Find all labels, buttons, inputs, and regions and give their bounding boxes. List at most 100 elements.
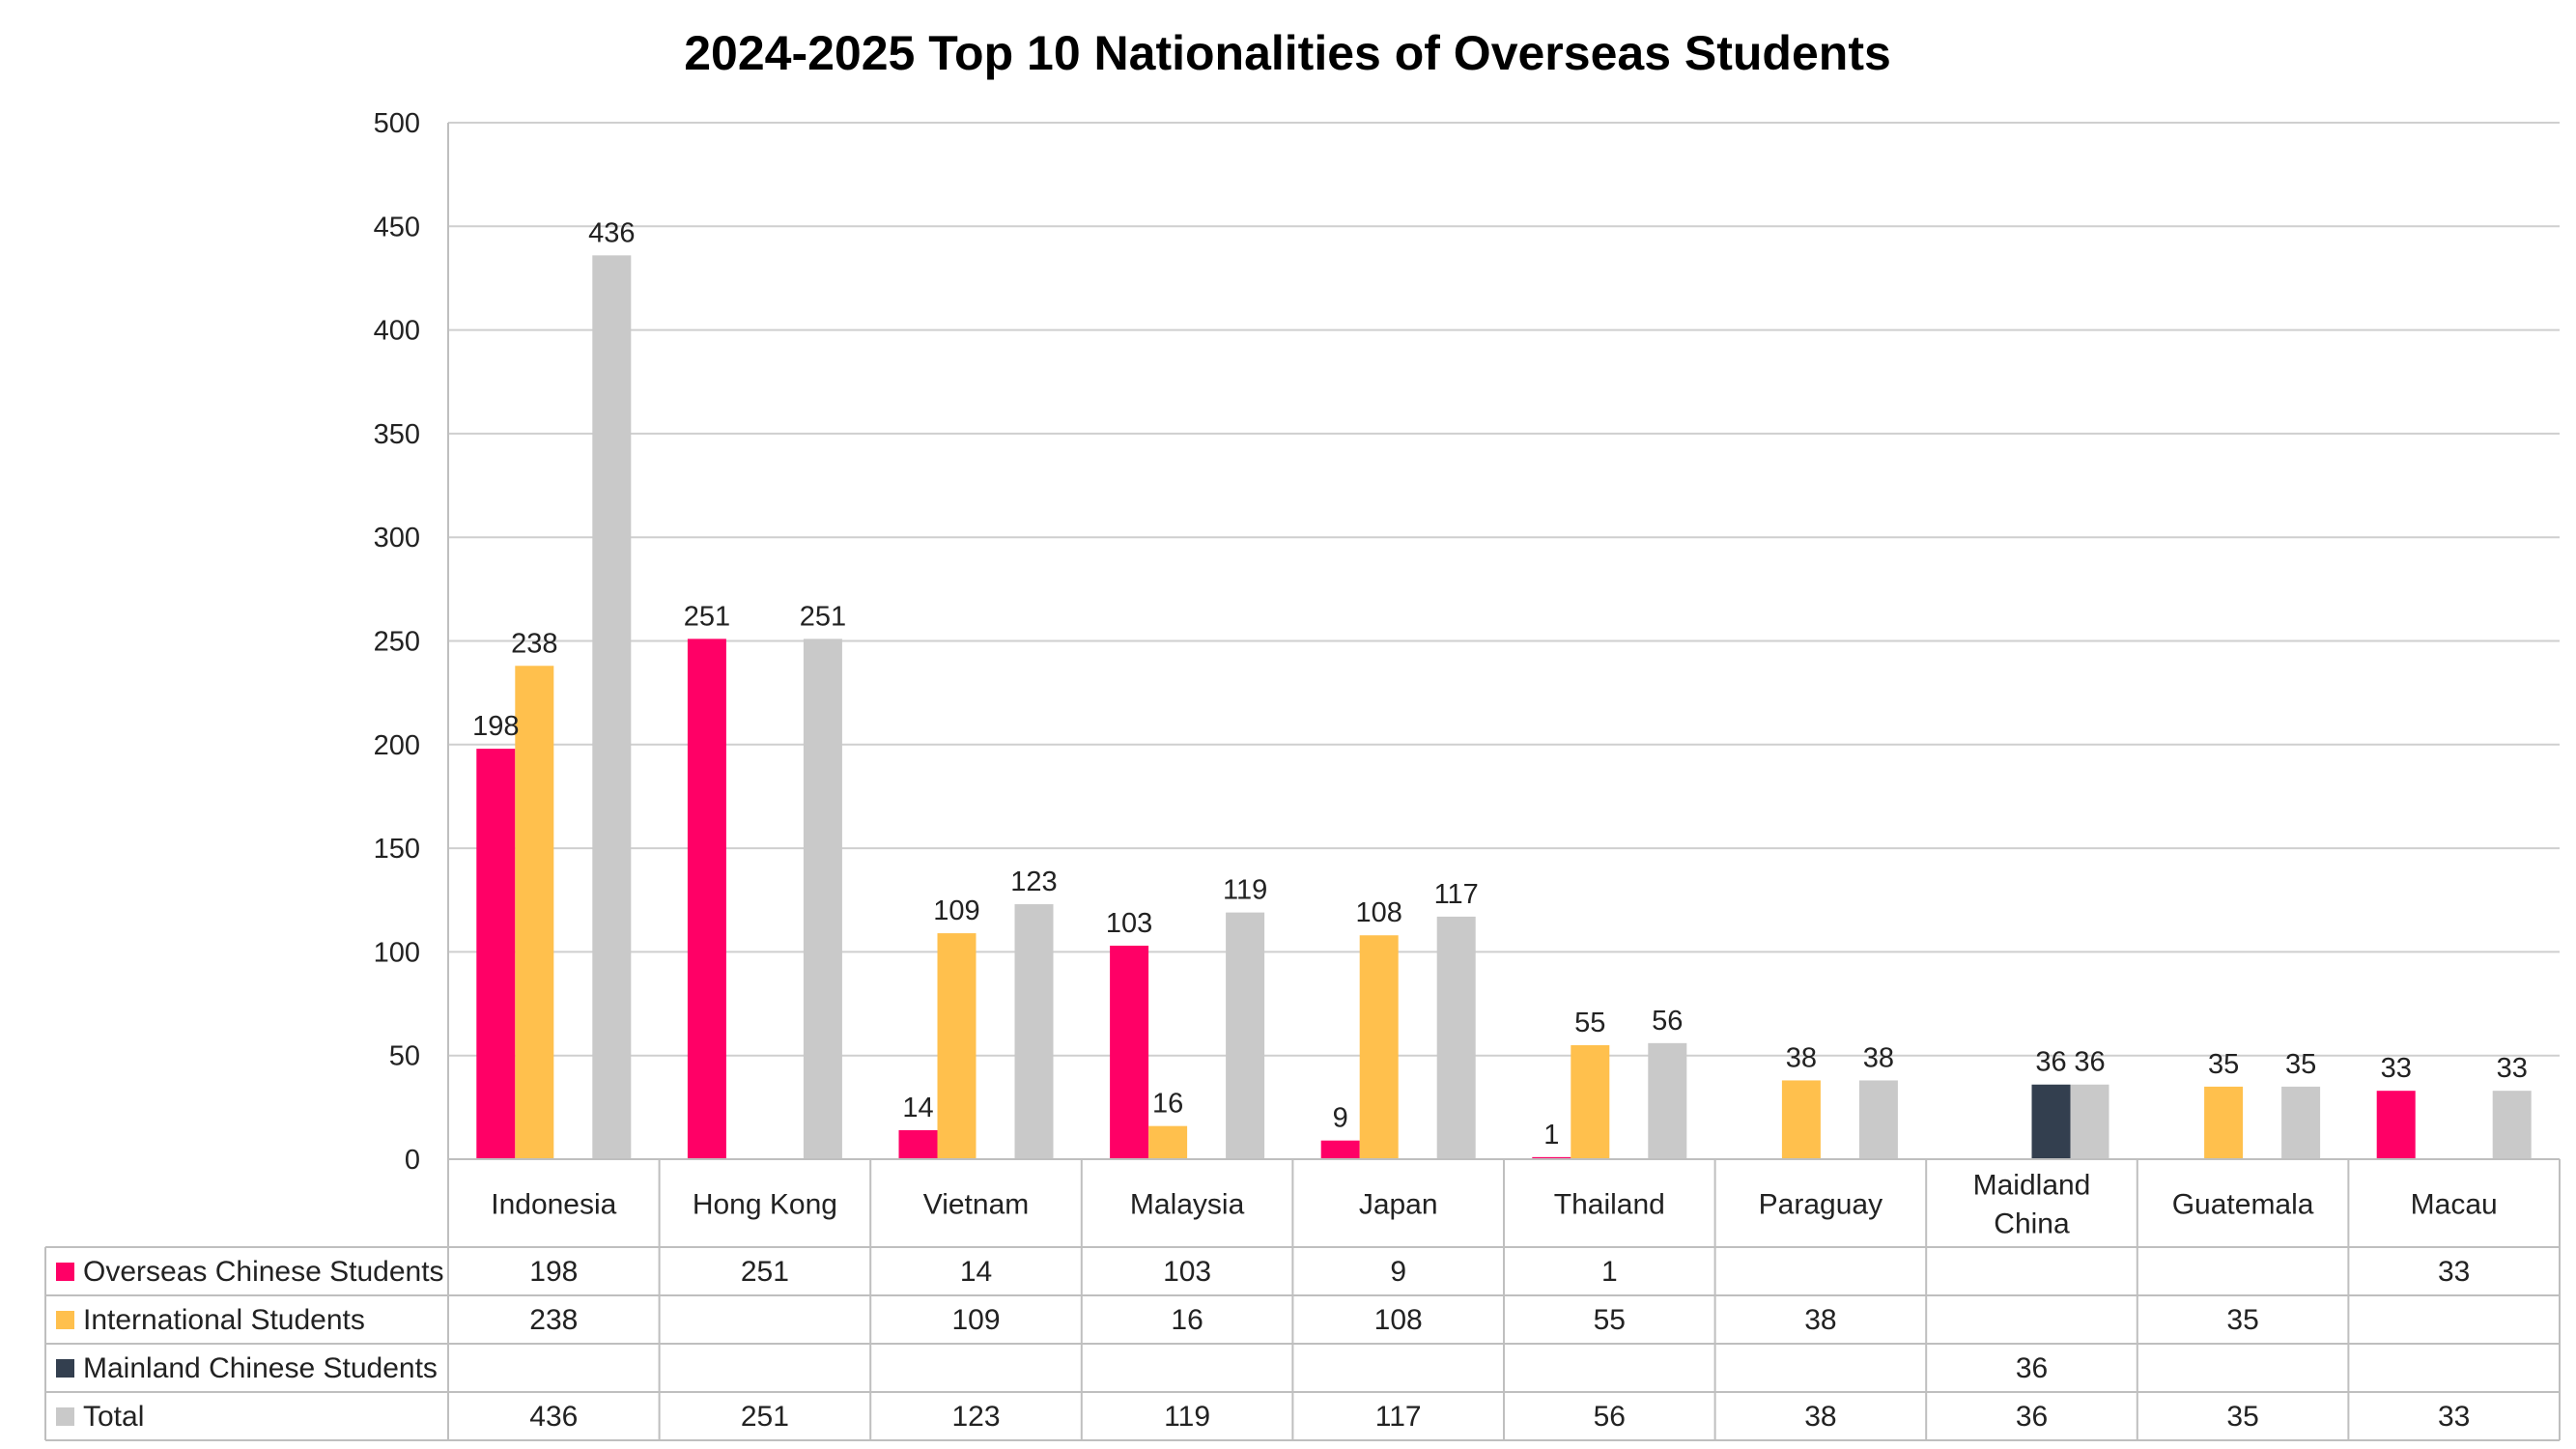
table-cell: 35	[2226, 1401, 2258, 1433]
data-label: 117	[1434, 879, 1479, 910]
legend-label: Overseas Chinese Students	[83, 1256, 444, 1288]
bar	[1359, 935, 1399, 1159]
legend-key	[56, 1311, 74, 1329]
data-label: 103	[1106, 908, 1152, 939]
y-axis: 0 50 100 150 200 250 300 350 400 450 500	[374, 108, 420, 1176]
bar	[1148, 1125, 1188, 1159]
bar	[1014, 904, 1054, 1159]
bar	[1110, 945, 1149, 1159]
data-label: 14	[902, 1093, 933, 1123]
data-label: 33	[2497, 1053, 2528, 1084]
table-cell: 198	[529, 1256, 578, 1288]
y-tick-label: 300	[374, 523, 420, 554]
table-cell: 56	[1594, 1401, 1626, 1433]
data-label: 119	[1223, 875, 1267, 906]
category-label: Thailand	[1554, 1189, 1665, 1221]
bar	[1320, 1140, 1360, 1159]
y-tick-label: 450	[374, 212, 420, 242]
table-cell: 123	[951, 1401, 1000, 1433]
y-tick-label: 500	[374, 108, 420, 139]
y-tick-label: 150	[374, 834, 420, 865]
category-label: Vietnam	[923, 1189, 1030, 1221]
table-cell: 16	[1171, 1304, 1203, 1336]
table-cell: 119	[1164, 1401, 1210, 1433]
bar	[898, 1129, 938, 1159]
bar	[1532, 1156, 1571, 1159]
bar	[2204, 1086, 2244, 1159]
legend-label: Total	[83, 1401, 144, 1433]
y-tick-label: 100	[374, 937, 420, 968]
table-cell: 108	[1374, 1304, 1423, 1336]
bar	[2281, 1086, 2321, 1159]
bar	[1858, 1080, 1898, 1159]
data-label: 38	[1863, 1042, 1894, 1073]
data-label: 238	[511, 628, 557, 659]
data-table: Indonesia Hong Kong Vietnam Malaysia Japan Th…	[44, 1158, 2561, 1441]
table-cell: 36	[2016, 1352, 2048, 1384]
data-label: 36	[2074, 1047, 2105, 1078]
legend-key	[56, 1359, 74, 1378]
data-label: 251	[800, 601, 846, 632]
data-label: 198	[472, 711, 519, 742]
table-cell: 33	[2438, 1401, 2470, 1433]
data-label: 123	[1010, 867, 1057, 897]
table-cell: 251	[741, 1256, 789, 1288]
chart-title: 2024-2025 Top 10 Nationalities of Overse…	[684, 26, 1891, 80]
bar	[1781, 1080, 1821, 1159]
data-label: 36	[2035, 1047, 2066, 1078]
table-cell: 35	[2226, 1304, 2258, 1336]
y-tick-label: 50	[389, 1041, 420, 1072]
table-cell: 1	[1601, 1256, 1618, 1288]
category-label: Macau	[2411, 1189, 2498, 1221]
table-cell: 55	[1594, 1304, 1626, 1336]
bar	[2031, 1084, 2071, 1159]
data-label: 38	[1786, 1042, 1817, 1073]
table-cell: 33	[2438, 1256, 2470, 1288]
category-label: Indonesia	[491, 1189, 616, 1221]
bar	[937, 933, 977, 1159]
bar	[1226, 912, 1265, 1159]
table-cell: 117	[1375, 1401, 1422, 1433]
category-label: Paraguay	[1759, 1189, 1882, 1221]
table-cell: 251	[741, 1401, 789, 1433]
bar	[1571, 1044, 1610, 1159]
data-label: 108	[1356, 897, 1402, 928]
table-cell: 103	[1163, 1256, 1211, 1288]
y-tick-label: 200	[374, 730, 420, 761]
table-cell: 436	[529, 1401, 578, 1433]
bar	[1436, 916, 1476, 1159]
y-tick-label: 350	[374, 419, 420, 450]
bar	[476, 749, 516, 1159]
bar	[515, 666, 554, 1159]
table-cell: 38	[1804, 1304, 1836, 1336]
bar	[2376, 1091, 2416, 1159]
table-cell: 109	[951, 1304, 1000, 1336]
y-tick-label: 400	[374, 316, 420, 347]
bar	[1648, 1042, 1687, 1159]
legend-key	[56, 1407, 74, 1426]
bar	[2070, 1084, 2109, 1159]
data-label: 16	[1152, 1089, 1183, 1120]
y-tick-label: 0	[405, 1145, 420, 1176]
data-label: 251	[684, 601, 730, 632]
table-cell: 38	[1804, 1401, 1836, 1433]
data-label: 109	[933, 895, 979, 926]
bar	[687, 639, 726, 1159]
data-label: 35	[2208, 1049, 2239, 1080]
category-label: Hong Kong	[693, 1189, 837, 1221]
data-label: 55	[1574, 1008, 1605, 1038]
data-labels: 198 251 14 103 9 1 33 238 109 16 108 55 38 35 36 436 251…	[472, 217, 2528, 1151]
y-tick-label: 250	[374, 627, 420, 658]
data-label: 1	[1543, 1120, 1559, 1151]
bar	[592, 255, 632, 1159]
table-cell: 238	[529, 1304, 578, 1336]
category-label: Guatemala	[2172, 1189, 2314, 1221]
grid	[447, 122, 2560, 1160]
table-cell: 36	[2016, 1401, 2048, 1433]
bar	[803, 639, 842, 1159]
bar	[2492, 1091, 2532, 1159]
legend-label: Mainland Chinese Students	[83, 1352, 438, 1384]
data-label: 9	[1333, 1103, 1348, 1134]
data-label: 436	[588, 217, 635, 248]
